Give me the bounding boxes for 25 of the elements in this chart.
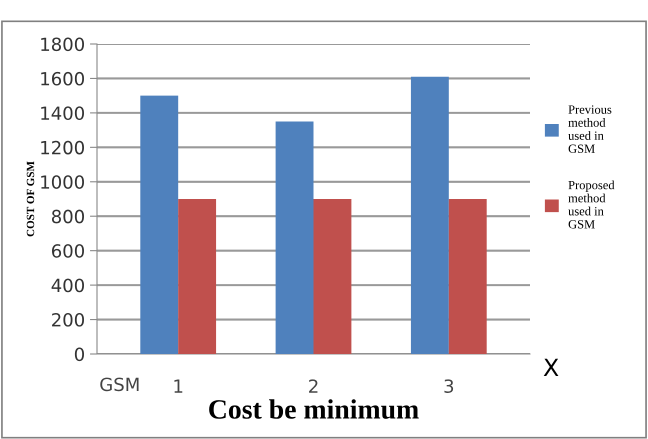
bar — [140, 96, 178, 354]
bar — [410, 76, 449, 354]
y-axis-title: COST OF GSM — [26, 161, 34, 236]
text: X — [544, 358, 558, 376]
x-tick-label: 3 — [444, 379, 454, 393]
bar — [448, 199, 487, 354]
x-axis-title: Cost be minimum — [209, 399, 419, 419]
y-tick-label: 200 — [52, 313, 84, 327]
x-tick-label: 1 — [174, 380, 182, 393]
y-tick-label: 1400 — [41, 106, 84, 120]
text: GSM — [100, 378, 139, 392]
y-tick-label: 800 — [52, 210, 84, 224]
y-tick-label: 0 — [74, 347, 84, 362]
y-tick-label: 400 — [52, 278, 84, 292]
y-tick-label: 1200 — [41, 140, 84, 154]
bar — [276, 122, 314, 354]
x-tick-label: 2 — [309, 379, 318, 393]
bar — [178, 199, 216, 354]
y-tick-label: 600 — [52, 244, 84, 258]
y-tick-label: 1600 — [41, 72, 84, 86]
legend-label: Proposed method used in GSM — [568, 180, 614, 229]
legend-label: Previous method used in GSM — [568, 105, 612, 153]
y-tick-label: 1800 — [41, 37, 84, 52]
bar — [314, 199, 352, 354]
y-tick-label: 1000 — [41, 175, 84, 189]
